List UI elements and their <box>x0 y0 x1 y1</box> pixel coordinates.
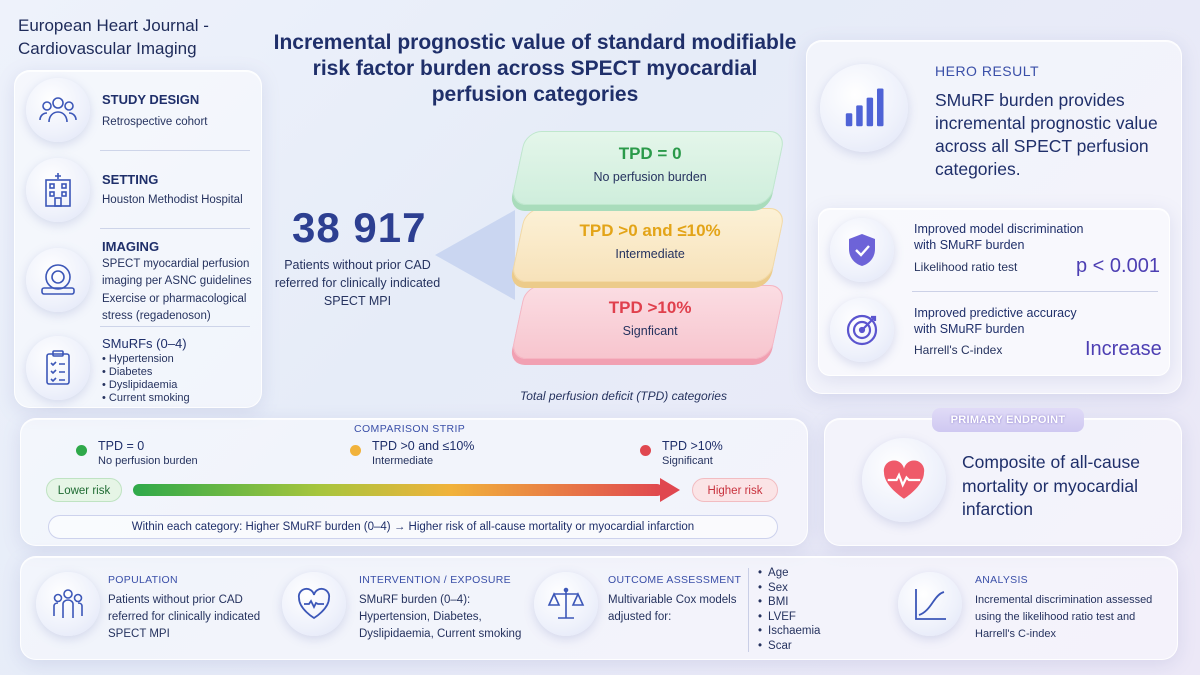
setting-row: SETTING Houston Methodist Hospital <box>22 156 258 226</box>
bar-chart-icon <box>820 64 908 152</box>
people-icon <box>36 572 100 636</box>
tpd-intermediate-subtitle: Intermediate <box>615 247 685 261</box>
journal-name: European Heart Journal - Cardiovascular … <box>18 16 209 58</box>
result-1-value: p < 0.001 <box>1076 255 1160 277</box>
divider <box>912 291 1158 292</box>
legend-dot <box>640 445 651 456</box>
intervention-kicker: INTERVENTION / EXPOSURE <box>359 574 511 586</box>
analysis-kicker: ANALYSIS <box>975 574 1028 586</box>
imaging-label: IMAGING <box>102 239 160 254</box>
result-2-value: Increase <box>1085 338 1162 360</box>
divider <box>100 228 250 229</box>
legend-title: TPD = 0 <box>98 439 145 453</box>
intervention-text: SMuRF burden (0–4): Hypertension, Diabet… <box>359 594 522 640</box>
tpd-none-subtitle: No perfusion burden <box>593 170 707 184</box>
covariate-item: Sex <box>758 581 820 596</box>
covariate-list: Age Sex BMI LVEF Ischaemia Scar <box>758 566 820 653</box>
hospital-icon <box>26 158 90 222</box>
scales-icon <box>534 572 598 636</box>
divider <box>748 568 749 652</box>
legend-subtitle: No perfusion burden <box>98 455 198 467</box>
heart-pulse-icon <box>862 438 946 522</box>
covariate-item: Scar <box>758 639 820 654</box>
outcome-kicker: OUTCOME ASSESSMENT <box>608 574 742 586</box>
covariate-item: Age <box>758 566 820 581</box>
analysis-text: Incremental discrimination assessed usin… <box>975 594 1153 640</box>
cohort-count: 38 917 <box>292 204 427 251</box>
cohort-connector <box>435 210 515 300</box>
imaging-value-1: SPECT myocardial perfusion imaging per A… <box>102 258 252 287</box>
result-1-sub: Likelihood ratio test <box>914 260 1018 274</box>
legend-title: TPD >0 and ≤10% <box>372 439 475 453</box>
smurfs-row: SMuRFs (0–4) • Hypertension • Diabetes •… <box>22 332 258 408</box>
heart-icon <box>282 572 346 636</box>
smurf-item: • Current smoking <box>102 392 190 404</box>
outcome-text: Multivariable Cox models adjusted for: <box>608 594 737 623</box>
covariate-item: Ischaemia <box>758 624 820 639</box>
people-icon <box>26 78 90 142</box>
smurf-item: • Dyslipidaemia <box>102 379 178 391</box>
divider <box>100 326 250 327</box>
tpd-none-title: TPD = 0 <box>618 144 682 163</box>
smurf-item: • Hypertension <box>102 353 174 365</box>
study-design-label: STUDY DESIGN <box>102 92 200 107</box>
tpd-intermediate-title: TPD >0 and ≤10% <box>579 221 721 240</box>
curve-chart-icon <box>898 572 962 636</box>
study-design-row: STUDY DESIGN Retrospective cohort <box>22 76 258 146</box>
smurfs-label: SMuRFs (0–4) <box>102 336 187 351</box>
risk-arrow-head <box>660 478 680 502</box>
endpoint-tab: PRIMARY ENDPOINT <box>932 408 1084 432</box>
endpoint-text: Composite of all-cause mortality or myoc… <box>962 452 1140 519</box>
result-2-sub: Harrell's C-index <box>914 343 1003 357</box>
hero-text: SMuRF burden provides incremental progno… <box>935 90 1158 179</box>
covariate-item: BMI <box>758 595 820 610</box>
scanner-icon <box>26 248 90 312</box>
legend-subtitle: Intermediate <box>372 455 434 467</box>
cohort-description: Patients without prior CAD referred for … <box>274 258 441 308</box>
legend-title: TPD >10% <box>662 439 723 453</box>
checklist-icon <box>26 336 90 400</box>
result-2-title: Improved predictive accuracy with SMuRF … <box>914 306 1077 336</box>
study-design-value: Retrospective cohort <box>102 116 208 128</box>
legend-subtitle: Significant <box>662 455 713 467</box>
tpd-severe-subtitle: Signficant <box>622 324 678 338</box>
legend-dot <box>76 445 87 456</box>
population-kicker: POPULATION <box>108 574 178 586</box>
setting-value: Houston Methodist Hospital <box>102 194 243 206</box>
shield-check-icon <box>830 218 894 282</box>
comparison-note: Within each category: Higher SMuRF burde… <box>48 515 778 539</box>
tpd-layer-none: TPD = 0 No perfusion burden <box>510 131 786 205</box>
imaging-row: IMAGING SPECT myocardial perfusion imagi… <box>22 236 258 326</box>
imaging-value-2: Exercise or pharmacological stress (rega… <box>102 293 247 322</box>
population-text: Patients without prior CAD referred for … <box>108 594 261 640</box>
smurf-item: • Diabetes <box>102 366 153 378</box>
risk-gradient-bar <box>133 484 663 496</box>
hero-kicker: HERO RESULT <box>935 63 1040 79</box>
legend-dot <box>350 445 361 456</box>
tpd-caption: Total perfusion deficit (TPD) categories <box>520 389 727 403</box>
tpd-severe-title: TPD >10% <box>608 298 692 317</box>
smurfs-list: • Hypertension • Diabetes • Dyslipidaemi… <box>102 353 190 405</box>
target-icon <box>830 298 894 362</box>
comparison-strip-kicker: COMPARISON STRIP <box>354 423 466 435</box>
divider <box>100 150 250 151</box>
tpd-layer-intermediate: TPD >0 and ≤10% Intermediate <box>510 208 786 282</box>
page-title: Incremental prognostic value of standard… <box>273 31 797 106</box>
tpd-layer-severe: TPD >10% Signficant <box>510 285 786 359</box>
lower-risk-pill: Lower risk <box>46 478 122 502</box>
covariate-item: LVEF <box>758 610 820 625</box>
result-1-title: Improved model discrimination with SMuRF… <box>914 222 1084 252</box>
higher-risk-pill: Higher risk <box>692 478 778 502</box>
setting-label: SETTING <box>102 172 159 187</box>
pico-panel <box>20 556 1178 660</box>
